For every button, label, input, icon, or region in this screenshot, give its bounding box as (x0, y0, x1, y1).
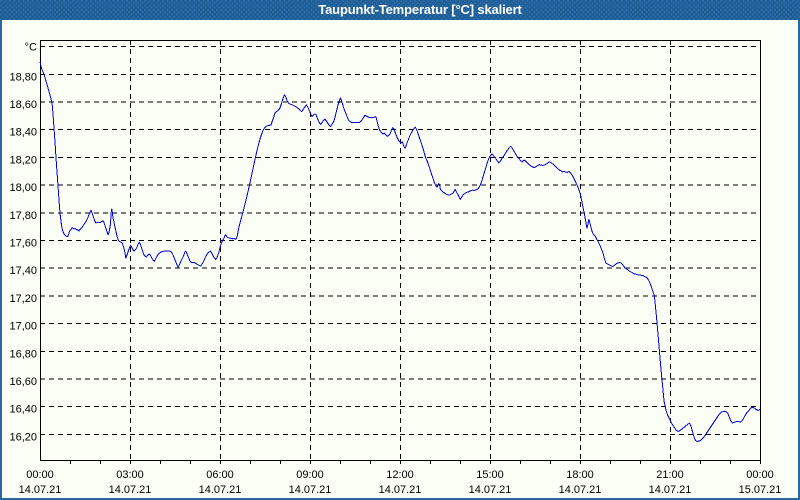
svg-text:18,00: 18,00 (9, 182, 37, 194)
svg-text:17,40: 17,40 (9, 265, 37, 277)
svg-text:06:00: 06:00 (206, 469, 234, 481)
svg-text:00:00: 00:00 (746, 469, 774, 481)
svg-text:03:00: 03:00 (116, 469, 144, 481)
svg-text:14.07.21: 14.07.21 (109, 484, 152, 496)
svg-text:18,80: 18,80 (9, 71, 37, 83)
svg-text:14.07.21: 14.07.21 (469, 484, 512, 496)
svg-text:21:00: 21:00 (656, 469, 684, 481)
svg-text:17,00: 17,00 (9, 321, 37, 333)
svg-text:09:00: 09:00 (296, 469, 324, 481)
svg-text:17,80: 17,80 (9, 210, 37, 222)
svg-text:16,20: 16,20 (9, 431, 37, 443)
svg-text:16,80: 16,80 (9, 348, 37, 360)
svg-text:14.07.21: 14.07.21 (379, 484, 422, 496)
svg-text:15:00: 15:00 (476, 469, 504, 481)
svg-text:14.07.21: 14.07.21 (649, 484, 692, 496)
svg-text:14.07.21: 14.07.21 (289, 484, 332, 496)
svg-text:14.07.21: 14.07.21 (199, 484, 242, 496)
svg-text:00:00: 00:00 (26, 469, 54, 481)
svg-text:16,60: 16,60 (9, 376, 37, 388)
svg-text:17,60: 17,60 (9, 238, 37, 250)
svg-text:18:00: 18:00 (566, 469, 594, 481)
svg-text:12:00: 12:00 (386, 469, 414, 481)
svg-text:17,20: 17,20 (9, 293, 37, 305)
svg-text:15.07.21: 15.07.21 (739, 484, 782, 496)
svg-text:16,40: 16,40 (9, 404, 37, 416)
svg-text:18,20: 18,20 (9, 154, 37, 166)
svg-text:14.07.21: 14.07.21 (19, 484, 62, 496)
svg-text:18,60: 18,60 (9, 99, 37, 111)
svg-text:14.07.21: 14.07.21 (559, 484, 602, 496)
svg-text:18,40: 18,40 (9, 127, 37, 139)
svg-text:°C: °C (25, 42, 37, 54)
